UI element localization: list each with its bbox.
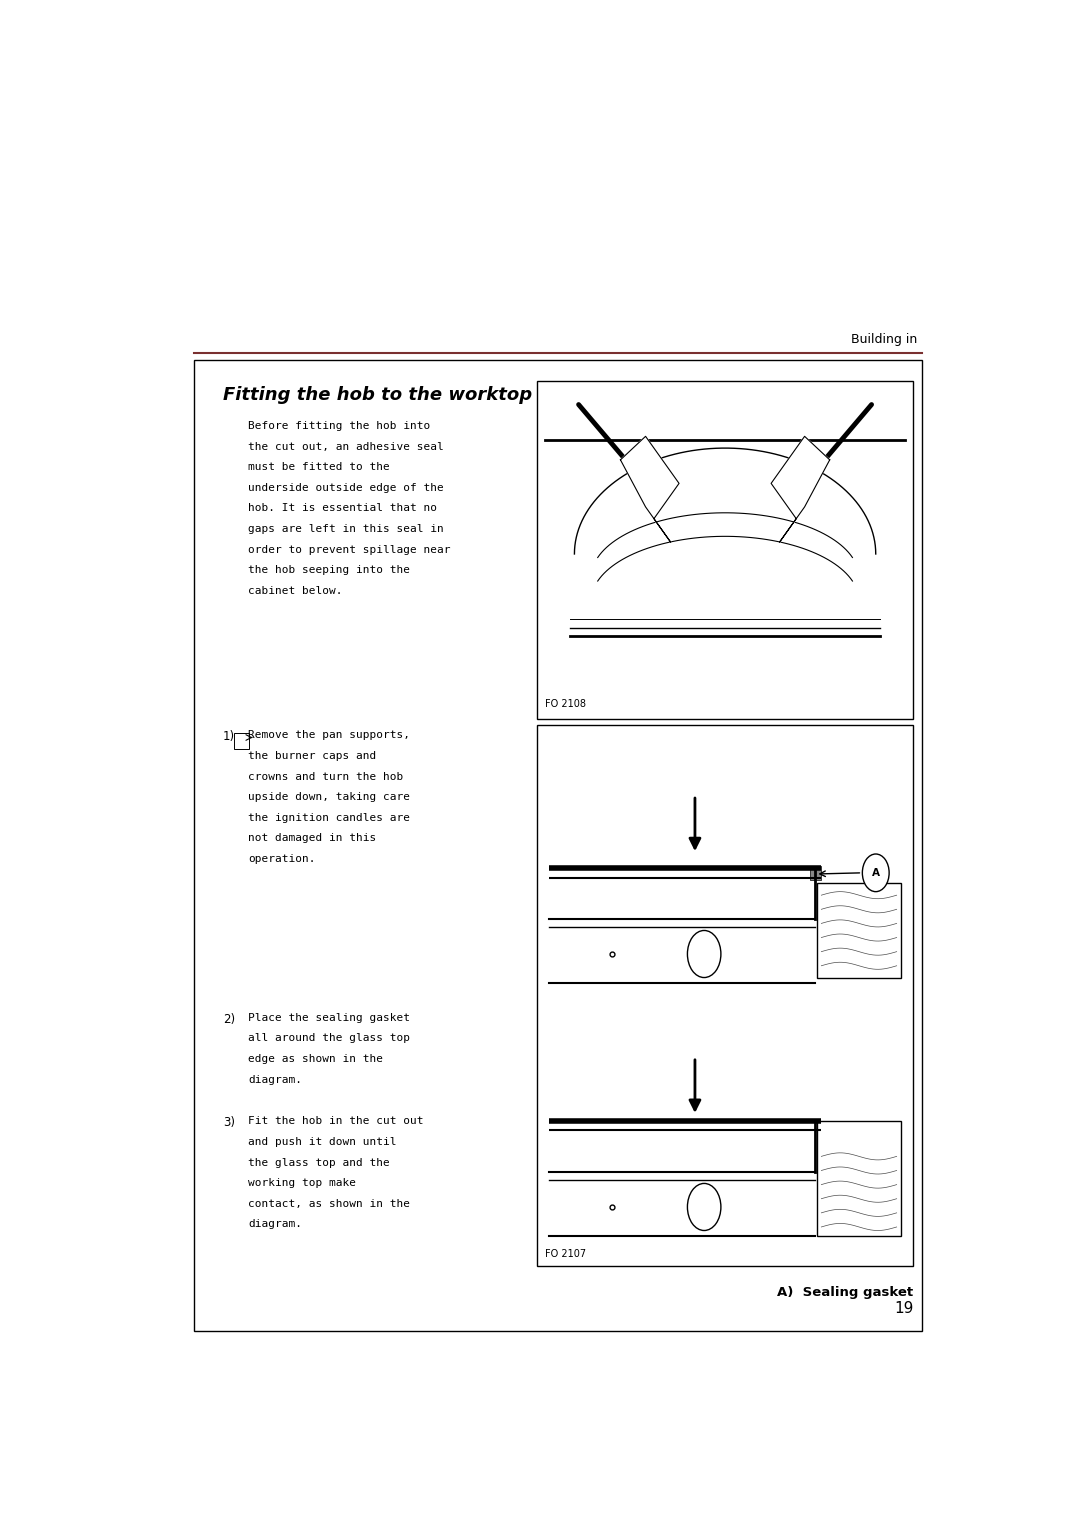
Text: crowns and turn the hob: crowns and turn the hob [248, 772, 403, 782]
Text: the ignition candles are: the ignition candles are [248, 813, 410, 822]
Bar [818, 1122, 901, 1236]
Text: Remove the pan supports,: Remove the pan supports, [248, 730, 410, 741]
Text: Building in: Building in [851, 333, 918, 345]
Text: Fit the hob in the cut out: Fit the hob in the cut out [248, 1117, 423, 1126]
Text: the hob seeping into the: the hob seeping into the [248, 565, 410, 575]
Text: gaps are left in this seal in: gaps are left in this seal in [248, 524, 444, 533]
Text: order to prevent spillage near: order to prevent spillage near [248, 544, 450, 555]
Text: 19: 19 [894, 1302, 914, 1317]
Text: A: A [872, 868, 880, 877]
Circle shape [862, 854, 889, 892]
Text: the burner caps and: the burner caps and [248, 752, 376, 761]
Text: upside down, taking care: upside down, taking care [248, 792, 410, 802]
Text: diagram.: diagram. [248, 1074, 302, 1085]
Bar [810, 866, 821, 880]
Text: contact, as shown in the: contact, as shown in the [248, 1199, 410, 1209]
Text: and push it down until: and push it down until [248, 1137, 396, 1148]
Text: 1): 1) [222, 730, 235, 744]
Text: Fitting the hob to the worktop: Fitting the hob to the worktop [222, 385, 532, 403]
Text: FO 2107: FO 2107 [545, 1248, 586, 1259]
Text: not damaged in this: not damaged in this [248, 833, 376, 843]
Bar [537, 380, 914, 718]
Text: FO 2108: FO 2108 [545, 700, 586, 709]
Polygon shape [620, 437, 679, 542]
Bar [233, 733, 248, 749]
Text: operation.: operation. [248, 854, 315, 863]
Text: hob. It is essential that no: hob. It is essential that no [248, 503, 437, 513]
Bar [537, 724, 914, 1265]
Text: 2): 2) [222, 1013, 235, 1025]
Text: all around the glass top: all around the glass top [248, 1033, 410, 1044]
Text: working top make: working top make [248, 1178, 356, 1189]
Text: 3): 3) [222, 1117, 234, 1129]
Text: diagram.: diagram. [248, 1219, 302, 1230]
Bar [193, 359, 922, 1331]
Bar [818, 883, 901, 978]
Text: cabinet below.: cabinet below. [248, 585, 342, 596]
Text: the glass top and the: the glass top and the [248, 1158, 390, 1167]
Text: Place the sealing gasket: Place the sealing gasket [248, 1013, 410, 1022]
Text: the cut out, an adhesive seal: the cut out, an adhesive seal [248, 442, 444, 452]
Text: Before fitting the hob into: Before fitting the hob into [248, 422, 430, 431]
Text: A)  Sealing gasket: A) Sealing gasket [778, 1285, 914, 1299]
Polygon shape [771, 437, 829, 542]
Text: edge as shown in the: edge as shown in the [248, 1054, 383, 1063]
Text: must be fitted to the: must be fitted to the [248, 461, 390, 472]
Text: underside outside edge of the: underside outside edge of the [248, 483, 444, 494]
